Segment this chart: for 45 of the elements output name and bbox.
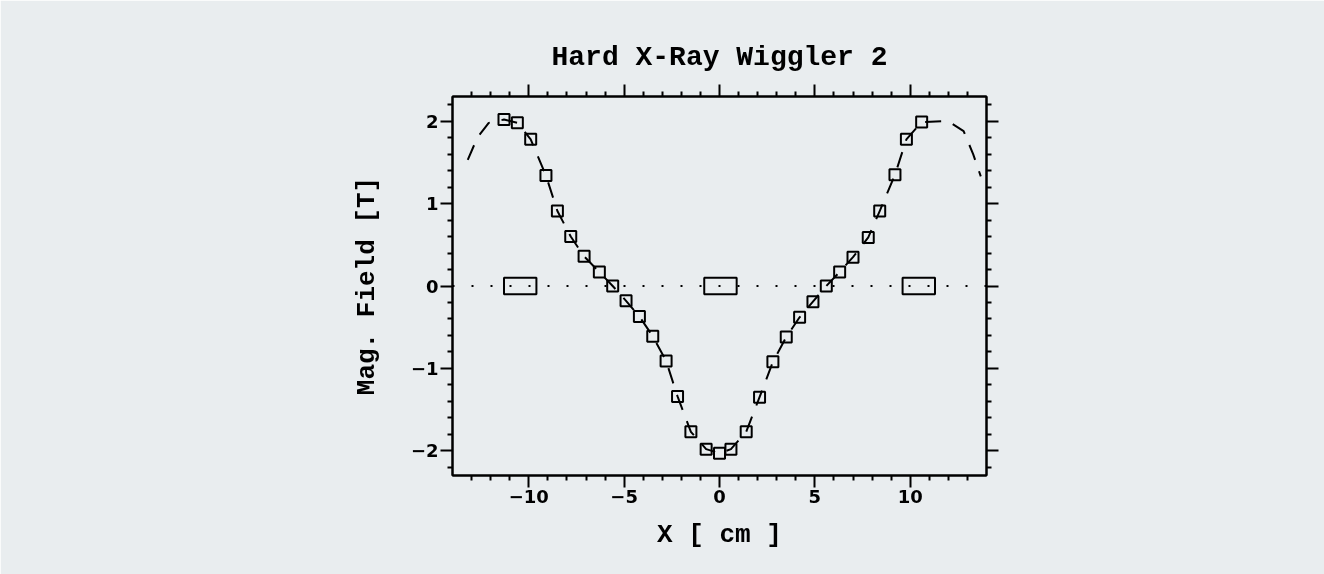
point [646,329,660,343]
y-tick-label: 2 [425,110,439,132]
point [699,442,713,456]
point [779,330,793,344]
point [819,279,833,293]
point [846,250,860,264]
x-tick-label: 0 [713,485,726,507]
point [659,354,673,368]
point [684,425,698,439]
point [564,230,578,244]
x-tick-label: 10 [897,485,923,507]
point [861,230,875,244]
point [671,389,685,403]
point [510,116,524,130]
point [632,309,646,323]
x-tick-label: 5 [808,485,822,507]
point [899,132,913,146]
point [497,113,511,127]
point [833,265,847,279]
point [915,115,929,129]
point [753,390,767,404]
point [619,294,633,308]
point [724,442,738,456]
x-tick-label: −5 [610,485,638,507]
point [592,265,606,279]
y-tick-label: 1 [425,193,439,215]
point [606,279,620,293]
point [577,249,591,263]
point [550,204,564,218]
chart-title: Hard X-Ray Wiggler 2 [551,41,888,73]
x-tick-label: −10 [508,485,549,507]
point [793,310,807,324]
point [713,446,726,460]
y-tick-label: −1 [410,357,439,379]
point [766,355,780,369]
y-tick-label: 0 [425,275,439,297]
y-axis-title: Mag. Field [T] [351,176,382,396]
point [873,204,887,218]
point [806,295,820,309]
point [888,168,902,182]
point [524,132,538,146]
x-axis-title: X [ cm ] [657,519,782,550]
point [739,425,753,439]
point [539,169,553,183]
y-tick-label: −2 [410,440,439,462]
